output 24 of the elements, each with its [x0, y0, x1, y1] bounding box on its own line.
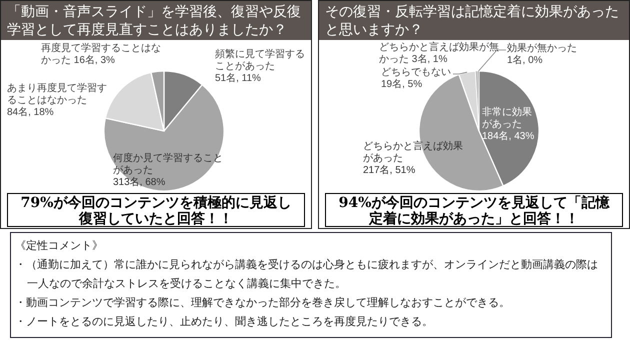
data-label: 217名, 51%: [363, 165, 416, 176]
text: ・動画コンテンツで学習する際に、理解できなかった部分を巻き戻して理解しなおすことができる。: [15, 295, 511, 311]
slice-label: どちらでもない: [381, 67, 451, 78]
chart-title: 「動画・音声スライド」を学習後、復習や反復学習として再度見直すことはありましたか？: [1, 1, 311, 40]
text: 94%が今回のコンテンツを見返して「記憶定着に効果があった」と回答！！: [325, 193, 623, 227]
data-label: 51名, 11%: [215, 73, 261, 84]
slice-label: 頻繁に見て学習することがあった: [215, 49, 305, 72]
data-label: 84名, 18%: [7, 107, 54, 118]
data-label: 19名, 5%: [381, 79, 422, 90]
data-label: 184名, 43%: [482, 131, 534, 142]
slice-label: どちらかと言えば効果が無かった 3名, 1%: [379, 42, 499, 66]
text: 《定性コメント》: [15, 238, 104, 254]
chart-title: その復習・反転学習は記憶定着に効果があったと思いますか？: [319, 1, 629, 40]
data-label: 1名, 0%: [507, 55, 543, 66]
text: ・ノートをとるのに見返したり、止めたり、聞き逃したところを再度見たりできる。: [15, 314, 434, 330]
slice-label: あまり再度見て学習することはなかった: [7, 83, 107, 106]
data-label: 313名, 68%: [113, 177, 166, 188]
slice-label: どちらかと言えば効果があった: [363, 141, 463, 164]
text: ・（通勤に加えて）常に誰かに見られながら講義を受けるのは心身ともに疲れますが、オンラインだと動画講義の際は一人なので余計なストレスを受けることなく講義に集中できた。: [15, 257, 599, 292]
slice-label: 再度見て学習することはなかった 16名, 3%: [41, 43, 162, 67]
slice-label: 何度か見て学習することがあった: [113, 153, 223, 176]
slice-label: 非常に効果があった: [482, 107, 532, 130]
text: 79%が今回のコンテンツを積極的に見返し復習していたと回答！！: [7, 193, 305, 227]
slice-label: 効果が無かった: [507, 43, 577, 54]
